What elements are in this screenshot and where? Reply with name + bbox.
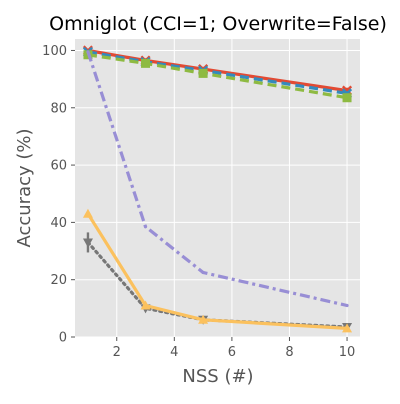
y-tick-label: 80: [50, 101, 67, 116]
grid-lines: [75, 39, 360, 338]
data-point-marker: [345, 303, 349, 308]
plot-area: [75, 39, 360, 337]
chart-title: Omniglot (CCI=1; Overwrite=False): [49, 13, 387, 35]
data-point-marker: [198, 68, 208, 78]
y-tick-label: 0: [59, 331, 67, 346]
data-point-marker: [141, 58, 151, 68]
data-point-marker: [143, 225, 148, 229]
y-axis-ticks: 0 20 40 60 80 100: [42, 44, 75, 346]
data-point-marker: [140, 300, 151, 310]
series-6: [82, 208, 353, 333]
x-tick-label: 8: [285, 345, 293, 360]
data-point-marker: [198, 314, 209, 324]
data-point-marker: [342, 323, 353, 333]
y-axis-title: Accuracy (%): [14, 128, 35, 247]
series-4: [86, 50, 349, 308]
data-point-marker: [82, 238, 93, 248]
y-tick-label: 20: [50, 273, 67, 288]
series-layer: [82, 45, 353, 333]
series-line: [86, 51, 348, 308]
data-point-marker: [342, 93, 352, 103]
y-tick-label: 100: [42, 44, 67, 59]
y-tick-label: 40: [50, 216, 67, 231]
series-line: [87, 53, 348, 100]
data-point-marker: [82, 208, 93, 218]
x-axis-ticks: 2 4 6 8 10: [113, 337, 356, 360]
data-point-marker: [201, 270, 205, 275]
series-line: [86, 212, 348, 330]
x-tick-label: 2: [113, 345, 121, 360]
x-tick-label: 6: [228, 345, 236, 360]
series-line: [87, 50, 348, 95]
y-tick-label: 60: [50, 159, 67, 174]
x-tick-label: 4: [170, 345, 178, 360]
data-point-marker: [86, 50, 90, 54]
x-tick-label: 10: [339, 345, 356, 360]
x-axis-title: NSS (#): [182, 366, 253, 387]
